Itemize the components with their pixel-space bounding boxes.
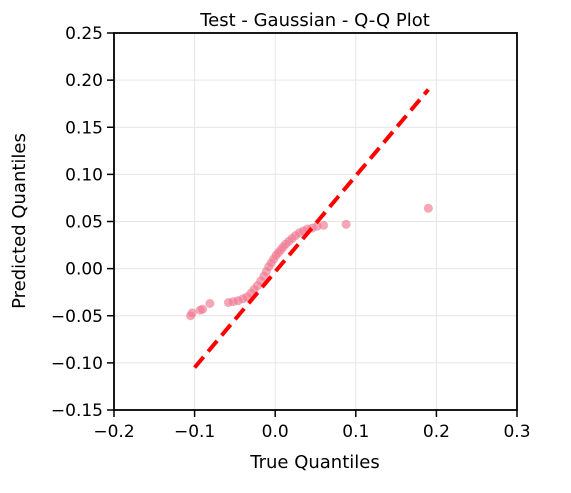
chart-title: Test - Gaussian - Q-Q Plot — [199, 10, 430, 31]
y-tick-label: 0.05 — [65, 213, 103, 233]
x-axis-label: True Quantiles — [249, 452, 379, 473]
y-axis-label: Predicted Quantiles — [9, 133, 30, 309]
data-point — [423, 203, 433, 213]
data-point — [187, 308, 197, 318]
y-axis-ticks: −0.15 −0.10 −0.05 0.00 0.05 0.10 0.15 0.20 0.25 — [51, 24, 114, 421]
data-point — [205, 298, 215, 308]
data-points — [186, 203, 433, 321]
y-tick-label: 0.20 — [65, 71, 103, 91]
y-tick-label: 0.00 — [65, 260, 103, 280]
data-point — [198, 304, 208, 314]
y-tick-label: −0.15 — [51, 401, 103, 421]
y-tick-label: 0.15 — [65, 118, 103, 138]
y-tick-label: 0.10 — [65, 165, 103, 185]
reference-line — [193, 88, 430, 369]
x-tick-label: 0.1 — [342, 422, 369, 442]
y-tick-label: −0.05 — [51, 307, 103, 327]
data-point — [319, 220, 329, 230]
reference-line-segment — [193, 88, 430, 369]
x-tick-label: −0.2 — [93, 422, 134, 442]
x-tick-label: 0.3 — [503, 422, 530, 442]
y-tick-label: 0.25 — [65, 24, 103, 44]
x-tick-label: 0.0 — [262, 422, 289, 442]
x-tick-label: −0.1 — [174, 422, 215, 442]
x-axis-ticks: −0.2 −0.1 0.0 0.1 0.2 0.3 — [93, 410, 531, 442]
x-tick-label: 0.2 — [423, 422, 450, 442]
data-point — [341, 219, 351, 229]
y-tick-label: −0.10 — [51, 354, 103, 374]
